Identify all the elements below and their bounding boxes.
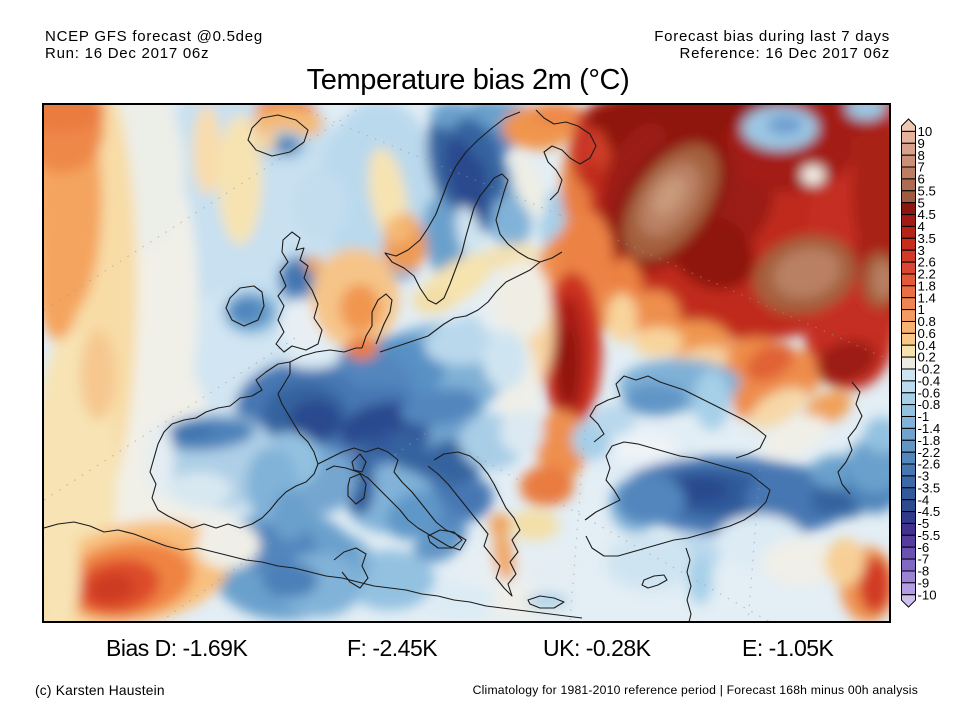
svg-text:-4.5: -4.5 — [918, 504, 941, 519]
svg-text:-0.8: -0.8 — [918, 397, 941, 412]
svg-text:1.4: 1.4 — [918, 290, 936, 305]
svg-text:-2.2: -2.2 — [918, 445, 941, 460]
svg-text:-1: -1 — [918, 409, 930, 424]
svg-text:-8: -8 — [918, 564, 930, 579]
svg-text:-1.4: -1.4 — [918, 421, 941, 436]
svg-text:5: 5 — [918, 195, 925, 210]
svg-text:1: 1 — [918, 302, 925, 317]
svg-text:-0.6: -0.6 — [918, 385, 941, 400]
svg-text:1.8: 1.8 — [918, 278, 936, 293]
svg-text:4.5: 4.5 — [918, 207, 936, 222]
svg-text:-9: -9 — [918, 575, 930, 590]
svg-text:-5.5: -5.5 — [918, 528, 941, 543]
svg-text:-7: -7 — [918, 552, 930, 567]
svg-text:-5: -5 — [918, 516, 930, 531]
svg-text:7: 7 — [918, 160, 925, 175]
svg-text:0.8: 0.8 — [918, 314, 936, 329]
svg-text:5.5: 5.5 — [918, 183, 936, 198]
svg-text:0.2: 0.2 — [918, 350, 936, 365]
svg-text:-2.6: -2.6 — [918, 457, 941, 472]
svg-text:-0.4: -0.4 — [918, 374, 941, 389]
svg-text:-4: -4 — [918, 492, 930, 507]
svg-text:6: 6 — [918, 172, 925, 187]
svg-text:2.6: 2.6 — [918, 255, 936, 270]
svg-text:3: 3 — [918, 243, 925, 258]
svg-text:0.4: 0.4 — [918, 338, 936, 353]
svg-text:-10: -10 — [918, 587, 937, 602]
svg-text:2.2: 2.2 — [918, 267, 936, 282]
svg-text:0.6: 0.6 — [918, 326, 936, 341]
svg-text:-1.8: -1.8 — [918, 433, 941, 448]
svg-text:4: 4 — [918, 219, 925, 234]
svg-text:8: 8 — [918, 148, 925, 163]
svg-text:-3.5: -3.5 — [918, 480, 941, 495]
svg-text:3.5: 3.5 — [918, 231, 936, 246]
svg-text:-6: -6 — [918, 540, 930, 555]
svg-text:10: 10 — [918, 124, 933, 139]
svg-text:9: 9 — [918, 136, 925, 151]
svg-text:-3: -3 — [918, 469, 930, 484]
svg-text:-0.2: -0.2 — [918, 362, 941, 377]
